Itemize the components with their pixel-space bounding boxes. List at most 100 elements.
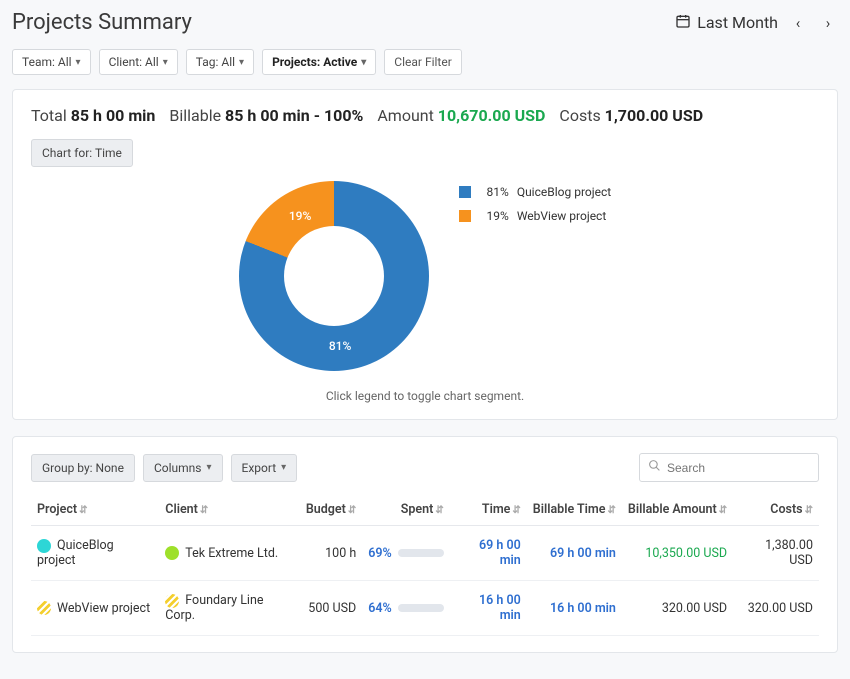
chevron-down-icon: ▾ — [206, 462, 211, 473]
legend-label: WebView project — [517, 209, 606, 223]
search-input[interactable] — [667, 461, 810, 475]
chevron-down-icon: ▾ — [76, 57, 81, 68]
chart-hint: Click legend to toggle chart segment. — [31, 389, 819, 403]
total-value: 85 h 00 min — [71, 106, 156, 125]
sort-icon: ⇵ — [79, 505, 87, 516]
spent-bar — [398, 604, 444, 612]
export-label: Export — [242, 461, 277, 475]
filter-client[interactable]: Client: All ▾ — [99, 49, 178, 75]
costs-value: 1,380.00 USD — [733, 526, 819, 581]
billable-label: Billable — [169, 106, 221, 125]
header-controls: Last Month ‹ › — [675, 13, 838, 33]
amount-value: 10,670.00 USD — [438, 106, 546, 125]
amount-label: Amount — [377, 106, 433, 125]
col-spent[interactable]: Spent⇵ — [362, 494, 450, 526]
total-label: Total — [31, 106, 67, 125]
sort-icon: ⇵ — [719, 505, 727, 516]
col-client[interactable]: Client⇵ — [159, 494, 300, 526]
page-title: Projects Summary — [12, 10, 192, 35]
chart-mode-button[interactable]: Chart for: Time — [31, 139, 133, 167]
client-name: Tek Extreme Ltd. — [185, 546, 278, 561]
prev-period-button[interactable]: ‹ — [788, 14, 808, 32]
costs-value: 320.00 USD — [733, 581, 819, 636]
sort-icon: ⇵ — [435, 505, 443, 516]
filter-client-label: Client: All — [109, 55, 159, 69]
chevron-down-icon: ▾ — [239, 57, 244, 68]
spent-bar — [398, 549, 444, 557]
billable-value: 85 h 00 min - 100% — [225, 106, 363, 125]
spent-cell: 69% — [368, 546, 444, 561]
costs-label: Costs — [559, 106, 600, 125]
col-project[interactable]: Project⇵ — [31, 494, 159, 526]
costs-value: 1,700.00 USD — [605, 106, 703, 125]
next-period-button[interactable]: › — [818, 14, 838, 32]
table-toolbar: Group by: None Columns ▾ Export ▾ — [31, 453, 819, 482]
client-name: Foundary Line Corp. — [165, 593, 263, 623]
clear-filter-button[interactable]: Clear Filter — [384, 49, 462, 75]
legend-item[interactable]: 81% QuiceBlog project — [459, 185, 611, 199]
sort-icon: ⇵ — [608, 505, 616, 516]
billable-amount-value: 10,350.00 USD — [645, 546, 727, 561]
chevron-down-icon: ▾ — [361, 57, 366, 68]
table-panel: Group by: None Columns ▾ Export ▾ — [12, 436, 838, 653]
search-icon — [648, 459, 661, 476]
legend-pct: 81% — [479, 185, 509, 199]
spent-cell: 64% — [368, 601, 444, 616]
spent-pct: 69% — [368, 546, 392, 561]
donut-center — [284, 226, 384, 326]
legend-pct: 19% — [479, 209, 509, 223]
stats-row: Total 85 h 00 min Billable 85 h 00 min -… — [31, 106, 819, 125]
legend-swatch — [459, 186, 471, 198]
col-budget[interactable]: Budget⇵ — [300, 494, 362, 526]
table-row[interactable]: QuiceBlog projectTek Extreme Ltd.100 h69… — [31, 526, 819, 581]
legend-label: QuiceBlog project — [517, 185, 611, 199]
billable-time-value[interactable]: 69 h 00 min — [550, 546, 616, 561]
col-billable-time[interactable]: Billable Time⇵ — [527, 494, 622, 526]
donut-slice-label: 19% — [289, 209, 311, 223]
group-by-button[interactable]: Group by: None — [31, 454, 135, 482]
col-time[interactable]: Time⇵ — [450, 494, 527, 526]
sort-icon: ⇵ — [348, 505, 356, 516]
legend-item[interactable]: 19% WebView project — [459, 209, 611, 223]
client-color-dot — [165, 546, 179, 560]
date-range-label: Last Month — [697, 13, 778, 32]
calendar-icon — [675, 13, 691, 33]
filter-team-label: Team: All — [22, 55, 72, 69]
project-color-dot — [37, 601, 51, 615]
donut-slice-label: 81% — [329, 339, 351, 353]
budget-cell: 100 h — [300, 526, 362, 581]
project-name: WebView project — [57, 601, 150, 616]
time-value[interactable]: 69 h 00 min — [479, 538, 521, 568]
summary-panel: Total 85 h 00 min Billable 85 h 00 min -… — [12, 89, 838, 420]
clear-filter-label: Clear Filter — [394, 55, 452, 69]
group-by-label: Group by: None — [42, 461, 124, 475]
export-button[interactable]: Export ▾ — [231, 454, 298, 482]
spent-pct: 64% — [368, 601, 392, 616]
table-row[interactable]: WebView project Foundary Line Corp. 500 US… — [31, 581, 819, 636]
filter-bar: Team: All ▾ Client: All ▾ Tag: All ▾ Pro… — [12, 49, 838, 75]
filter-projects[interactable]: Projects: Active ▾ — [262, 49, 376, 75]
search-box[interactable] — [639, 453, 819, 482]
col-billable-amount[interactable]: Billable Amount⇵ — [622, 494, 733, 526]
projects-table: Project⇵ Client⇵ Budget⇵ Spent⇵ Time⇵ Bi… — [31, 494, 819, 636]
filter-team[interactable]: Team: All ▾ — [12, 49, 91, 75]
date-range-picker[interactable]: Last Month — [675, 13, 778, 33]
client-color-dot — [165, 594, 179, 608]
filter-projects-label: Projects: Active — [272, 55, 357, 69]
legend-swatch — [459, 210, 471, 222]
col-costs[interactable]: Costs⇵ — [733, 494, 819, 526]
filter-tag[interactable]: Tag: All ▾ — [186, 49, 254, 75]
chart-area: 81% 19% 81% QuiceBlog project 19% WebView pr… — [31, 175, 819, 379]
project-color-dot — [37, 539, 51, 553]
budget-cell: 500 USD — [300, 581, 362, 636]
chart-legend: 81% QuiceBlog project 19% WebView project — [459, 181, 611, 223]
columns-label: Columns — [154, 461, 202, 475]
time-value[interactable]: 16 h 00 min — [479, 593, 521, 623]
sort-icon: ⇵ — [200, 505, 208, 516]
billable-amount-value: 320.00 USD — [662, 601, 727, 616]
sort-icon: ⇵ — [805, 505, 813, 516]
chevron-down-icon: ▾ — [281, 462, 286, 473]
billable-time-value[interactable]: 16 h 00 min — [550, 601, 616, 616]
columns-button[interactable]: Columns ▾ — [143, 454, 223, 482]
chevron-down-icon: ▾ — [163, 57, 168, 68]
